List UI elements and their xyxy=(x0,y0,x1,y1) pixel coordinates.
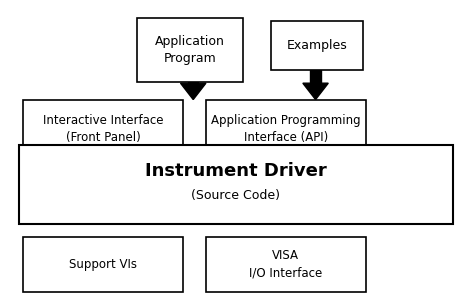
Text: Application Programming
Interface (API): Application Programming Interface (API) xyxy=(211,114,361,144)
Text: (Source Code): (Source Code) xyxy=(192,189,280,202)
Polygon shape xyxy=(303,83,329,100)
FancyBboxPatch shape xyxy=(206,100,365,158)
Text: Examples: Examples xyxy=(287,39,347,52)
FancyBboxPatch shape xyxy=(23,237,183,292)
FancyBboxPatch shape xyxy=(136,18,243,82)
Text: Instrument Driver: Instrument Driver xyxy=(145,162,327,180)
Polygon shape xyxy=(180,83,206,100)
FancyBboxPatch shape xyxy=(18,145,454,223)
Bar xyxy=(188,82,198,83)
FancyBboxPatch shape xyxy=(270,21,363,70)
FancyBboxPatch shape xyxy=(206,237,365,292)
Text: Support VIs: Support VIs xyxy=(69,258,137,271)
FancyBboxPatch shape xyxy=(23,100,183,158)
Text: VISA
I/O Interface: VISA I/O Interface xyxy=(249,250,322,279)
Text: Interactive Interface
(Front Panel): Interactive Interface (Front Panel) xyxy=(43,114,163,144)
Bar xyxy=(311,70,320,83)
Text: Application
Program: Application Program xyxy=(155,35,225,65)
